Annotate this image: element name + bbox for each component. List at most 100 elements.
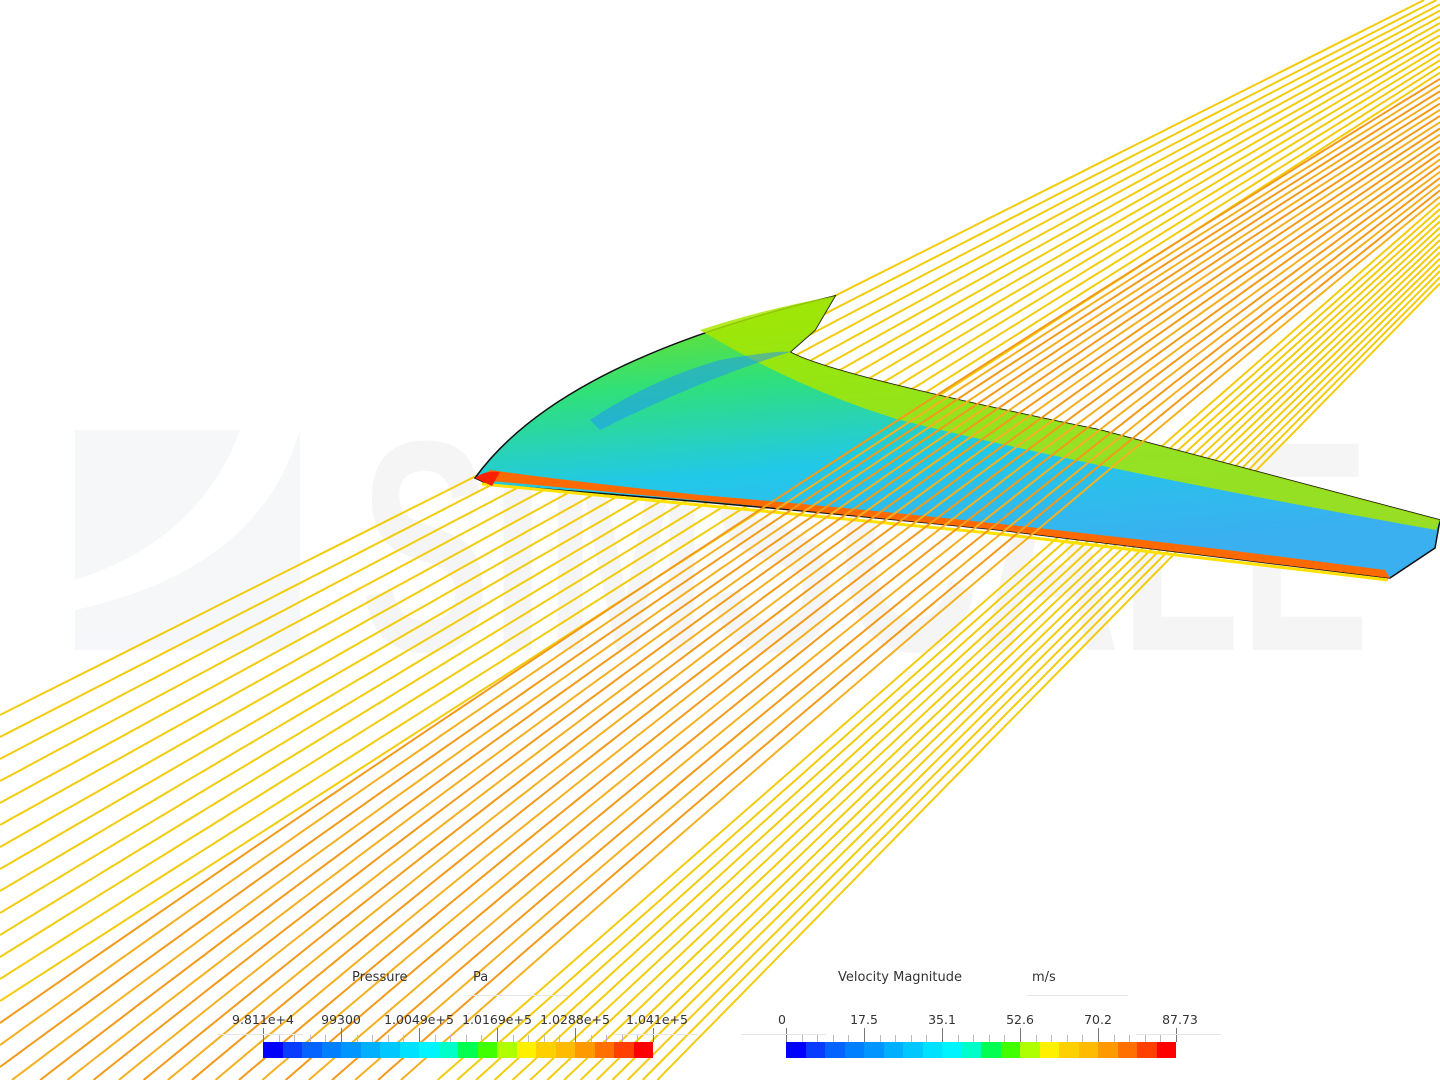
colorbar-swatch	[497, 1042, 517, 1058]
legend-tick-label: 35.1	[928, 1012, 956, 1027]
streamlines-upper	[0, 77, 1440, 1080]
streamline	[475, 214, 1440, 1080]
colorbar-swatch	[1000, 1042, 1020, 1058]
colorbar-swatch	[614, 1042, 634, 1058]
streamline	[118, 121, 1440, 1080]
colorbar-swatch	[864, 1042, 884, 1058]
streamline	[400, 195, 1440, 1080]
colorbar-swatch	[536, 1042, 556, 1058]
colorbar-swatch	[961, 1042, 981, 1058]
colorbar-swatch	[805, 1042, 825, 1058]
colorbar-swatch	[302, 1042, 322, 1058]
colorbar-swatch	[419, 1042, 439, 1058]
colorbar	[786, 1042, 1176, 1058]
divider	[468, 995, 568, 996]
colorbar-swatch	[477, 1042, 497, 1058]
legend-tick-label: 1.0169e+5	[462, 1012, 532, 1027]
streamline	[0, 84, 1440, 1046]
legend-title: Velocity Magnitude	[838, 970, 963, 985]
streamline	[493, 220, 1440, 1080]
tick-marks	[786, 1028, 1177, 1042]
colorbar-swatch	[341, 1042, 361, 1058]
colorbar-swatch	[458, 1042, 478, 1058]
streamline	[579, 251, 1440, 1080]
streamline	[331, 177, 1440, 1080]
streamline	[0, 77, 1440, 1024]
divider	[741, 1034, 826, 1035]
colorbar-swatch	[321, 1042, 341, 1058]
streamline	[511, 226, 1440, 1080]
colorbar-swatch	[922, 1042, 942, 1058]
legend-tick-label: 70.2	[1084, 1012, 1112, 1027]
legend-tick-label: 52.6	[1006, 1012, 1034, 1027]
streamline	[308, 170, 1440, 1080]
streamline	[284, 164, 1440, 1080]
colorbar-swatch	[555, 1042, 575, 1058]
tick-marks	[263, 1028, 654, 1042]
divider	[1136, 1034, 1221, 1035]
legend-tick-label: 1.0288e+5	[540, 1012, 610, 1027]
streamline	[214, 146, 1440, 1080]
streamline	[436, 202, 1440, 1080]
streamline	[167, 133, 1440, 1080]
colorbar-swatch	[1020, 1042, 1040, 1058]
streamline	[611, 264, 1440, 1080]
colorbar	[263, 1042, 653, 1058]
streamline	[11, 96, 1440, 1080]
colorbar-swatch	[942, 1042, 962, 1058]
divider	[218, 1034, 303, 1035]
colorbar-swatch	[1039, 1042, 1059, 1058]
streamline	[261, 158, 1440, 1080]
streamline	[39, 102, 1440, 1080]
colorbar-swatch	[282, 1042, 302, 1058]
streamline	[626, 270, 1440, 1080]
legend-tick-label: 1.041e+5	[626, 1012, 688, 1027]
colorbar-swatch	[438, 1042, 458, 1058]
legend-tick-label: 99300	[321, 1012, 361, 1027]
streamline	[142, 127, 1440, 1080]
streamline	[529, 233, 1440, 1080]
streamline	[238, 152, 1440, 1080]
streamline	[595, 257, 1440, 1080]
colorbar-swatch	[1117, 1042, 1137, 1058]
streamline	[546, 239, 1440, 1080]
legend-title: Pressure	[352, 970, 408, 985]
legend-tick-label: 9.811e+4	[232, 1012, 294, 1027]
streamline	[563, 245, 1440, 1080]
colorbar-swatch	[883, 1042, 903, 1058]
colorbar-swatch	[1059, 1042, 1079, 1058]
colorbar-swatch	[399, 1042, 419, 1058]
legend-unit: Pa	[473, 970, 489, 985]
streamline	[456, 208, 1440, 1080]
divider	[613, 1034, 698, 1035]
colorbar-swatch	[380, 1042, 400, 1058]
streamline	[0, 65, 1440, 980]
colorbar-swatch	[825, 1042, 845, 1058]
streamline	[0, 90, 1440, 1068]
colorbar-swatch	[1156, 1042, 1176, 1058]
streamline	[0, 59, 1440, 958]
colorbar-swatch	[263, 1042, 283, 1058]
colorbar-swatch	[844, 1042, 864, 1058]
colorbar-swatch	[981, 1042, 1001, 1058]
colorbar-swatch	[594, 1042, 614, 1058]
streamline	[191, 139, 1440, 1080]
colorbar-swatch	[516, 1042, 536, 1058]
legend-tick-label: 1.0049e+5	[384, 1012, 454, 1027]
legend-tick-label: 17.5	[850, 1012, 878, 1027]
streamline	[656, 282, 1440, 1080]
legend-tick-label: 87.73	[1162, 1012, 1198, 1027]
colorbar-swatch	[633, 1042, 653, 1058]
colorbar-swatch	[360, 1042, 380, 1058]
streamline	[641, 276, 1440, 1080]
divider	[1027, 995, 1127, 996]
streamline	[377, 189, 1440, 1080]
streamline	[92, 115, 1440, 1080]
colorbar-swatch	[575, 1042, 595, 1058]
colorbar-swatch	[786, 1042, 806, 1058]
streamline	[354, 183, 1440, 1080]
legend-unit: m/s	[1032, 970, 1056, 985]
colorbar-swatch	[1078, 1042, 1098, 1058]
streamline	[66, 108, 1440, 1080]
